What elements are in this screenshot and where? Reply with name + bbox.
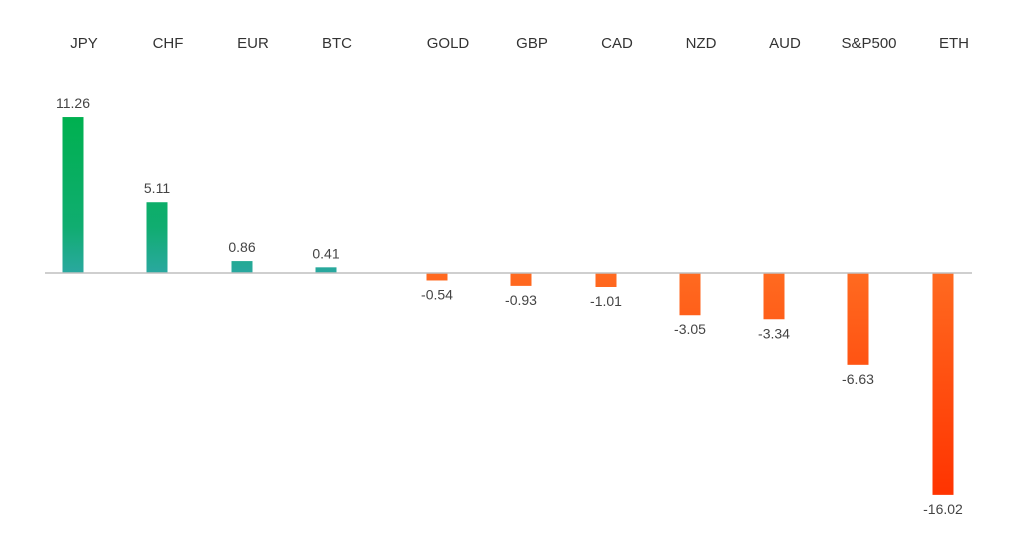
data-label: -3.05 [674, 321, 706, 337]
category-label: BTC [322, 35, 352, 52]
data-label: -1.01 [590, 293, 622, 309]
data-label: -0.54 [421, 286, 453, 302]
bar-chf [146, 202, 168, 273]
bar-eur [231, 261, 253, 273]
category-label: S&P500 [841, 35, 896, 52]
category-label: CAD [601, 35, 633, 52]
bar-aud [763, 273, 785, 320]
data-label: -3.34 [758, 325, 790, 341]
data-label: -0.93 [505, 292, 537, 308]
bar-sp500 [847, 273, 869, 365]
bar-gold [426, 273, 448, 281]
data-label: 0.86 [228, 239, 255, 255]
bar-jpy [62, 117, 84, 273]
data-label: 11.26 [56, 95, 90, 111]
category-label: EUR [237, 35, 269, 52]
bar-btc [315, 267, 337, 273]
category-label: NZD [686, 35, 717, 52]
bar-gbp [510, 273, 532, 286]
bar-eth [932, 273, 954, 495]
category-label: ETH [939, 35, 969, 52]
category-label: AUD [769, 35, 801, 52]
category-label: CHF [153, 35, 184, 52]
data-label: 5.11 [144, 180, 170, 196]
bar-cad [595, 273, 617, 287]
data-label: -6.63 [842, 371, 874, 387]
data-label: -16.02 [923, 501, 963, 517]
category-label: GOLD [427, 35, 470, 52]
category-label: JPY [70, 35, 98, 52]
data-label: 0.41 [312, 245, 339, 261]
bar-nzd [679, 273, 701, 316]
category-label: GBP [516, 35, 548, 52]
